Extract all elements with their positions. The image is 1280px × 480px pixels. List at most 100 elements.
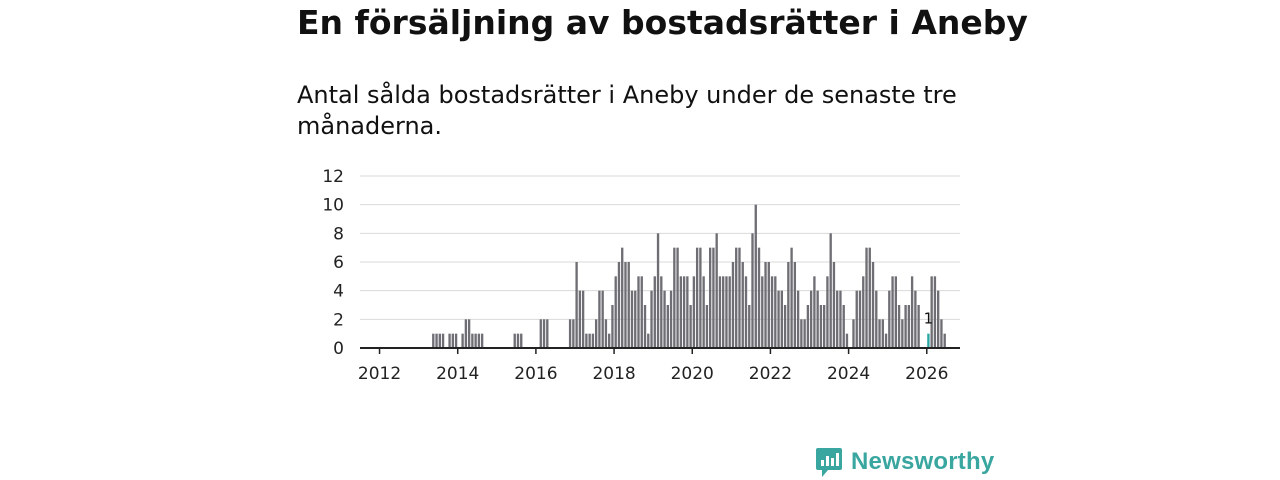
bar xyxy=(578,290,582,348)
bar xyxy=(448,333,451,348)
bar xyxy=(806,305,810,348)
bar xyxy=(787,262,790,348)
bar xyxy=(663,290,666,348)
bar xyxy=(937,290,940,348)
bar xyxy=(542,319,546,348)
bar xyxy=(660,276,663,348)
bar xyxy=(757,247,761,348)
bar xyxy=(702,276,705,348)
bar xyxy=(754,204,757,348)
bar xyxy=(780,290,783,348)
highlight-bar xyxy=(927,333,930,348)
bar xyxy=(643,305,647,348)
bar xyxy=(741,262,744,348)
bar xyxy=(790,247,793,348)
bar xyxy=(594,319,598,348)
bar xyxy=(454,333,458,348)
y-tick-label: 10 xyxy=(322,196,344,216)
tick-labels: 0 2 4 6 8 10 12 1 2012 2014 2016 2018 2020 2022 2024 20… xyxy=(322,167,948,384)
bar xyxy=(738,247,741,348)
bar xyxy=(816,290,819,348)
bar xyxy=(901,319,904,348)
brand-logo: Newsworthy xyxy=(815,446,994,478)
bar xyxy=(868,247,871,348)
newsworthy-logo-icon xyxy=(816,448,842,477)
bar xyxy=(829,233,832,348)
bar xyxy=(471,333,474,348)
chart-subtitle: Antal sålda bostadsrätter i Aneby under … xyxy=(297,81,957,140)
bar xyxy=(783,305,787,348)
bar xyxy=(656,233,660,348)
bar xyxy=(467,319,471,348)
bar xyxy=(744,276,748,348)
bar xyxy=(581,290,585,348)
y-tick-label: 4 xyxy=(333,282,344,302)
x-tick-label: 2014 xyxy=(436,364,479,384)
bar xyxy=(591,333,595,348)
bar xyxy=(708,247,712,348)
bar xyxy=(904,305,907,348)
bar xyxy=(813,276,816,348)
bar xyxy=(852,319,855,348)
bar xyxy=(907,305,911,348)
bars xyxy=(432,204,946,348)
bar xyxy=(917,305,920,348)
bar xyxy=(432,333,435,348)
x-tick-label: 2024 xyxy=(827,364,870,384)
x-tick-label: 2022 xyxy=(749,364,792,384)
bar xyxy=(546,319,549,348)
brand-name: Newsworthy xyxy=(851,448,995,475)
bar xyxy=(930,276,933,348)
bar xyxy=(604,319,608,348)
bar xyxy=(897,305,901,348)
bar xyxy=(894,276,898,348)
bar xyxy=(614,276,617,348)
bar xyxy=(715,233,718,348)
bar xyxy=(516,333,520,348)
bar xyxy=(796,290,800,348)
bar xyxy=(627,262,630,348)
y-tick-label: 2 xyxy=(333,310,344,330)
bar xyxy=(884,333,888,348)
bar xyxy=(855,290,858,348)
bar xyxy=(751,233,754,348)
bar xyxy=(748,305,751,348)
bar xyxy=(914,290,917,348)
bar xyxy=(800,319,803,348)
bar xyxy=(858,290,862,348)
bar xyxy=(862,276,865,348)
bar xyxy=(871,262,875,348)
bar xyxy=(826,276,829,348)
y-tick-label: 12 xyxy=(322,167,344,187)
bar xyxy=(461,333,464,348)
bar xyxy=(575,262,578,348)
y-tick-label: 8 xyxy=(333,224,344,244)
bar xyxy=(669,290,673,348)
bar xyxy=(679,276,683,348)
bar xyxy=(588,333,591,348)
bar xyxy=(891,276,894,348)
bar xyxy=(764,262,767,348)
bar xyxy=(878,319,881,348)
bar xyxy=(731,262,735,348)
bar xyxy=(653,276,656,348)
bar xyxy=(933,276,937,348)
bar xyxy=(673,247,676,348)
bar xyxy=(572,319,575,348)
bar xyxy=(770,276,774,348)
bar xyxy=(634,290,637,348)
bar xyxy=(832,262,836,348)
bar xyxy=(598,290,601,348)
bar xyxy=(474,333,477,348)
bar xyxy=(705,305,709,348)
bar xyxy=(435,333,438,348)
bar xyxy=(520,333,523,348)
bar xyxy=(682,276,686,348)
x-tick-label: 2012 xyxy=(358,364,401,384)
highlight-value-label: 1 xyxy=(924,310,934,328)
axes xyxy=(360,347,960,354)
bar xyxy=(819,305,823,348)
bar xyxy=(774,276,777,348)
bar xyxy=(441,333,445,348)
